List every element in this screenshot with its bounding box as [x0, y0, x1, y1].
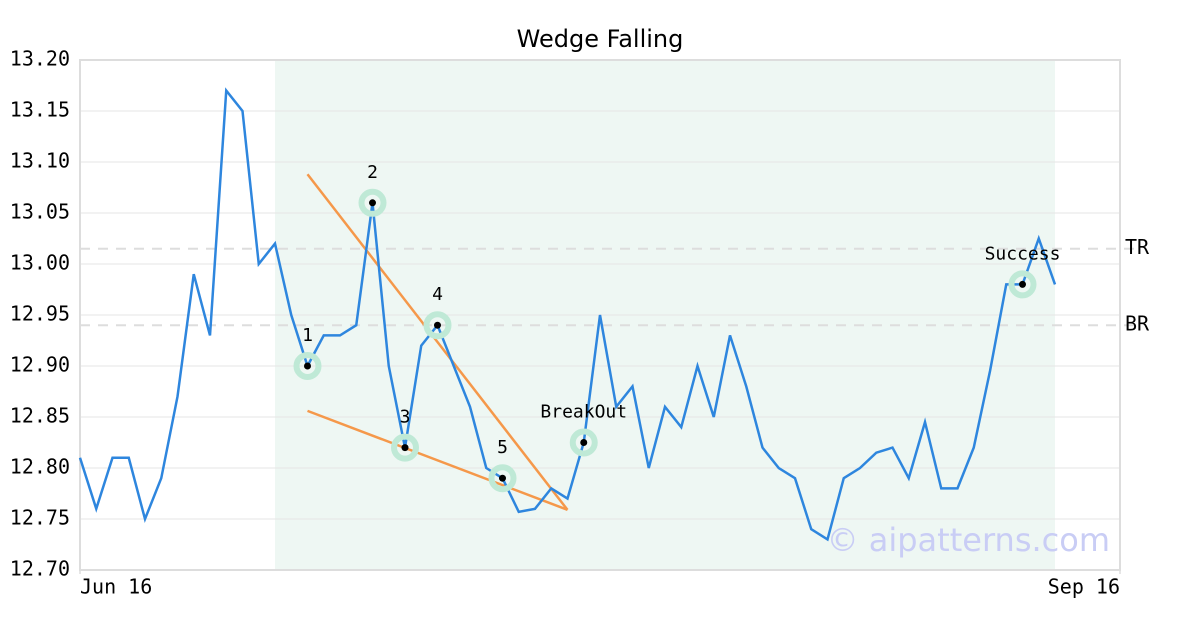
- watermark: © aipatterns.com: [827, 521, 1110, 559]
- x-tick-label: Jun 16: [80, 575, 152, 599]
- y-tick-label: 13.00: [10, 251, 70, 275]
- y-tick-label: 13.05: [10, 200, 70, 224]
- h-line-label: TR: [1125, 235, 1150, 259]
- point-marker: [358, 188, 387, 217]
- point-dot: [434, 321, 441, 329]
- point-dot: [401, 444, 409, 452]
- y-tick-label: 13.15: [10, 98, 70, 122]
- y-tick-label: 13.10: [10, 149, 70, 173]
- point-marker: [423, 311, 452, 340]
- point-marker: [391, 433, 419, 462]
- y-tick-label: 12.80: [10, 455, 70, 479]
- trend-line: [307, 409, 568, 511]
- chart-title: Wedge Falling: [517, 25, 684, 53]
- point-dot: [1019, 280, 1026, 288]
- trend-line: [306, 173, 569, 511]
- y-tick-label: 13.20: [10, 47, 70, 71]
- point-marker: [488, 464, 517, 493]
- x-tick-label: Sep 16: [1048, 575, 1120, 599]
- y-tick-label: 12.75: [10, 506, 70, 530]
- plot-border: [79, 59, 1121, 571]
- point-dot: [499, 474, 506, 482]
- point-dot: [304, 362, 311, 370]
- annotation-label: Success: [985, 243, 1061, 264]
- annotation-label: 5: [497, 437, 508, 458]
- point-marker: [293, 352, 322, 380]
- y-tick-label: 12.90: [10, 353, 70, 377]
- point-marker: [569, 428, 598, 457]
- y-tick-label: 12.95: [10, 302, 70, 326]
- h-line-label: BR: [1125, 312, 1150, 336]
- annotation-label: BreakOut: [540, 402, 627, 423]
- point-dot: [369, 199, 376, 207]
- annotation-label: 1: [302, 325, 313, 346]
- price-line: [78, 87, 1057, 542]
- annotation-label: 3: [400, 407, 411, 428]
- annotation-label: 4: [432, 284, 443, 305]
- y-tick-label: 12.85: [10, 404, 70, 428]
- point-marker: [1008, 270, 1037, 299]
- annotation-label: 2: [367, 162, 378, 183]
- point-dot: [580, 439, 588, 446]
- y-tick-label: 12.70: [10, 557, 70, 581]
